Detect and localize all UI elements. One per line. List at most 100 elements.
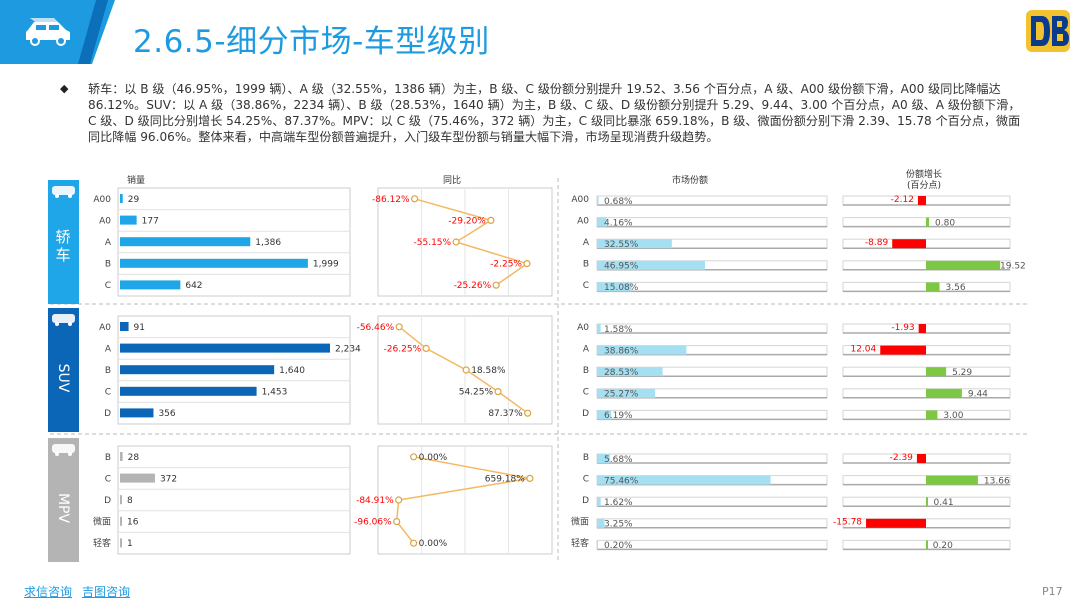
sales-category-label: D (104, 409, 111, 419)
share-change-label: 0.20 (933, 541, 953, 551)
sales-value-label: 2,234 (335, 344, 361, 354)
mpv-icon-wheel (68, 452, 72, 456)
share-bar (597, 454, 611, 463)
segment-band (48, 438, 79, 562)
share-change-bar (926, 367, 947, 377)
sales-category-label: A (105, 238, 112, 248)
share-bar (597, 367, 663, 377)
share-category-label: 轻客 (571, 537, 589, 549)
yoy-point (410, 195, 419, 203)
share-bar (597, 540, 598, 550)
share-bar (597, 282, 632, 292)
sales-value-label: 8 (127, 496, 133, 506)
share-bar (597, 388, 656, 398)
share-change-label: 9.44 (968, 390, 988, 400)
sales-bar (120, 280, 181, 290)
sales-plot-frame (117, 187, 351, 297)
sales-bar (120, 365, 275, 375)
share-category-label: D (582, 496, 589, 506)
segment-name: SUV (55, 364, 71, 393)
share-bar (597, 260, 705, 270)
yoy-point (526, 474, 534, 482)
column-header-sales: 销量 (127, 174, 145, 186)
share-change-bar (926, 388, 962, 398)
sales-value-label: 1,640 (279, 366, 305, 376)
db-logo (1026, 10, 1070, 52)
yoy-value-label: -25.26% (454, 281, 492, 291)
sales-category-label: A00 (93, 195, 111, 205)
share-change-bar (926, 282, 940, 292)
share-value-label: 6.19% (604, 411, 633, 421)
share-value-label: 38.86% (604, 346, 639, 356)
sales-value-label: 177 (142, 216, 159, 226)
yoy-point (494, 388, 502, 396)
yoy-value-label: 659.18% (485, 474, 525, 484)
share-change-bar (866, 518, 926, 528)
share-bar (597, 345, 687, 355)
share-change-bar (926, 475, 978, 485)
share-change-label: -15.78 (833, 518, 862, 528)
sales-bar (120, 538, 122, 548)
share-change-track (842, 453, 1011, 464)
share-value-label: 28.53% (604, 368, 639, 378)
footer-link-qiuxin[interactable]: 求信咨询 (24, 585, 73, 599)
car-icon (26, 18, 70, 46)
share-value-label: 1.58% (604, 325, 633, 335)
yoy-value-label: -55.15% (414, 238, 452, 248)
sales-bar (120, 408, 154, 418)
yoy-point (395, 323, 403, 331)
share-change-bar (918, 324, 926, 333)
share-category-label: 微面 (571, 516, 589, 528)
column-header-share: 市场份额 (672, 174, 708, 186)
sales-category-label: A (105, 344, 112, 354)
column-header-share-change-unit: (百分点) (907, 180, 941, 191)
share-change-bar (916, 454, 926, 463)
share-category-label: A0 (577, 216, 589, 226)
yoy-point (395, 496, 403, 504)
yoy-point (393, 517, 401, 526)
sales-value-label: 91 (134, 323, 145, 333)
share-change-label: 3.56 (946, 283, 966, 293)
share-bar (597, 239, 672, 249)
yoy-value-label: 54.25% (459, 388, 494, 398)
share-change-bar (926, 260, 1001, 270)
suv-icon-wheel (68, 322, 72, 326)
yoy-value-label: -96.06% (354, 518, 392, 528)
sales-bar (120, 473, 155, 483)
segment-name: MPV (55, 493, 71, 524)
share-category-label: C (583, 474, 589, 484)
share-change-track (842, 195, 1011, 206)
yoy-point (492, 281, 500, 289)
yoy-point (410, 453, 418, 461)
share-value-label: 0.20% (604, 541, 633, 551)
share-bar (597, 196, 599, 205)
segment-band (48, 308, 79, 432)
share-value-label: 4.16% (604, 218, 633, 228)
sales-bar (120, 215, 137, 225)
share-change-bar (926, 540, 928, 550)
suv-icon (52, 314, 75, 323)
share-category-label: A (583, 344, 590, 354)
share-value-label: 46.95% (604, 262, 639, 272)
yoy-point (524, 409, 532, 417)
sales-bar (120, 343, 330, 353)
share-change-bar (892, 239, 926, 249)
yoy-point (410, 539, 418, 547)
footer-link-jitu[interactable]: 吉图咨询 (82, 585, 131, 599)
sales-bar (120, 495, 122, 505)
sales-plot-frame (117, 315, 351, 425)
segment-band (48, 180, 79, 304)
sales-category-label: C (105, 281, 111, 291)
share-value-label: 5.68% (604, 455, 633, 465)
share-change-bar (926, 497, 928, 507)
share-value-label: 0.68% (604, 197, 633, 207)
yoy-value-label: -86.12% (372, 195, 410, 205)
share-category-label: C (583, 281, 589, 291)
sales-bar (120, 258, 308, 268)
share-change-bar (926, 410, 938, 420)
sales-category-label: B (105, 453, 111, 463)
sales-plot-frame (117, 445, 351, 555)
sedan-icon (52, 186, 75, 195)
sales-value-label: 372 (160, 474, 177, 484)
mpv-icon (52, 444, 75, 453)
